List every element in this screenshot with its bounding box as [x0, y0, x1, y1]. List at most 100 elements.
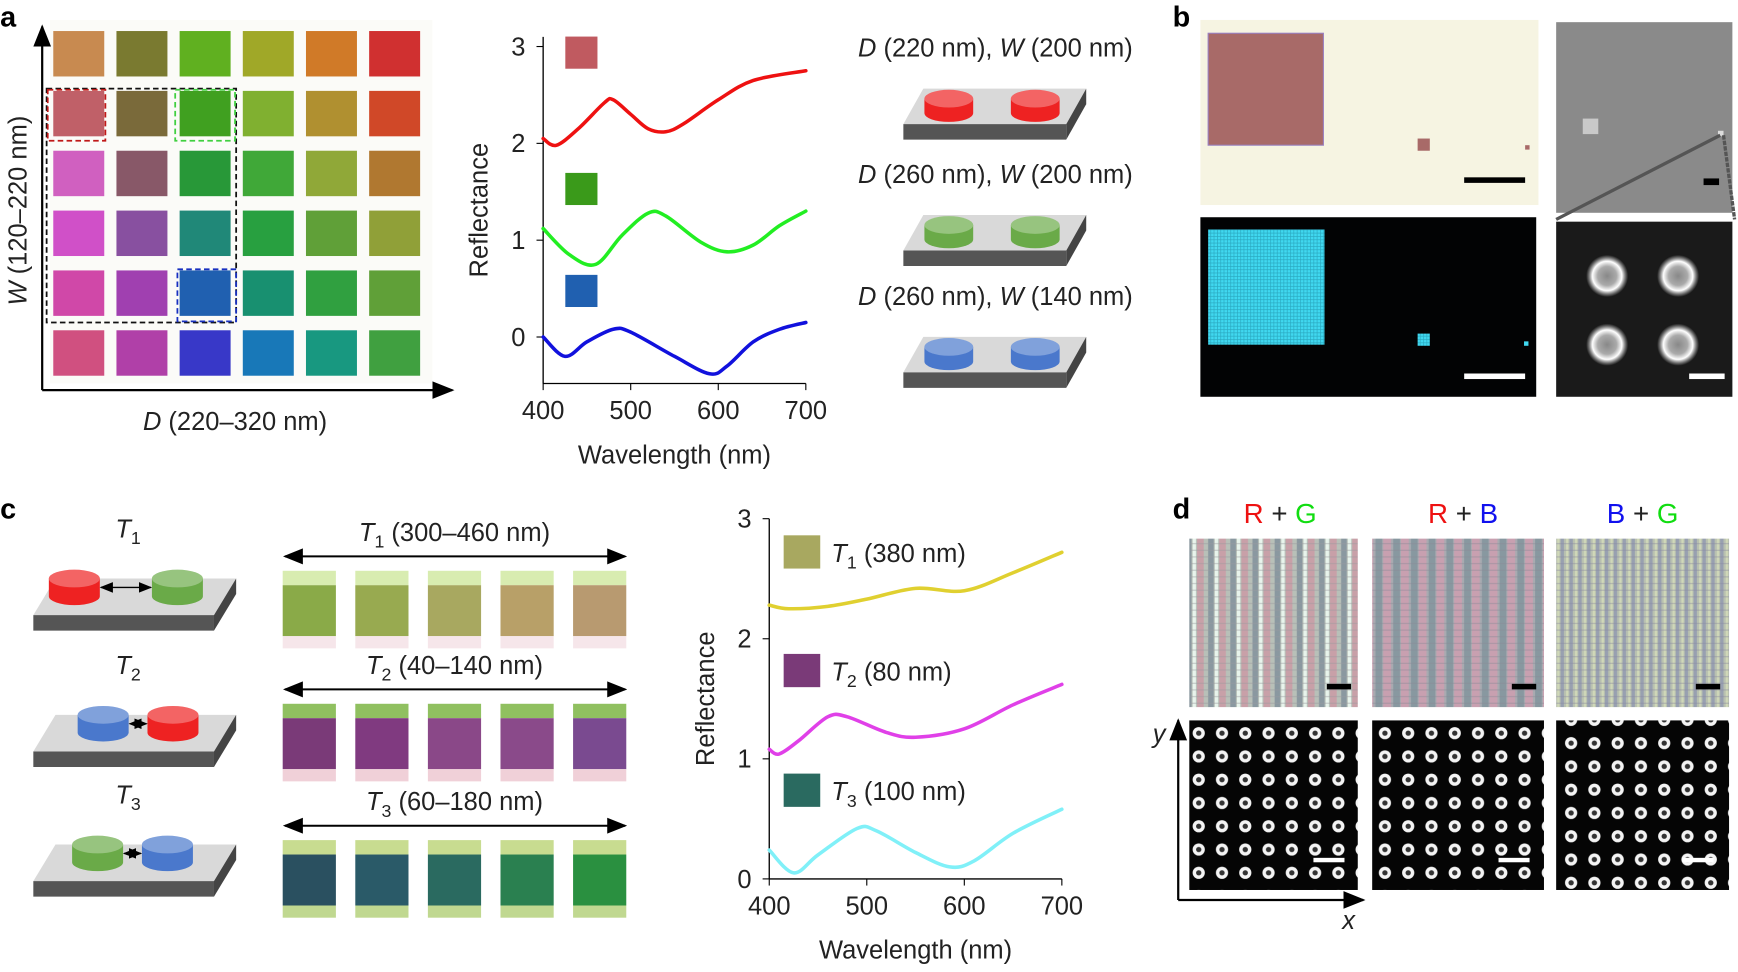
range-label: T1 (300–460 nm): [359, 519, 550, 552]
substrate-front: [33, 615, 214, 631]
structure-label-part: (260 nm),: [876, 161, 999, 189]
spacing-label-part: 1: [131, 528, 141, 548]
legend-label-part: 3: [847, 791, 857, 811]
spacing-label-part: 3: [131, 794, 141, 814]
swatch-top-band: [282, 703, 336, 719]
thickness-swatch: [427, 718, 482, 770]
sem-zoom-image: [1556, 221, 1733, 397]
series-line-3: [767, 807, 1064, 875]
swatch-bottom-band: [282, 769, 336, 782]
y-tick-label: 1: [737, 746, 751, 774]
pillar-top: [1010, 338, 1060, 356]
structure-label-part: (140 nm): [1024, 283, 1133, 311]
thickness-swatch: [573, 854, 627, 906]
thickness-swatches-c: T1 (300–460 nm)T2 (40–140 nm)T3 (60–180 …: [282, 519, 628, 918]
combination-title-part: +: [1448, 498, 1480, 529]
color-swatch: [305, 210, 357, 257]
pillar-top: [48, 569, 100, 588]
structure-label-part: W: [1000, 161, 1027, 189]
x-axis-title: Wavelength (nm): [578, 441, 771, 469]
selection-box-green: [174, 88, 236, 142]
scale-bar: [1689, 373, 1725, 380]
legend-label-part: T: [831, 778, 849, 806]
color-swatch: [242, 330, 294, 376]
color-swatch: [305, 150, 357, 197]
thickness-swatch: [500, 854, 554, 906]
legend-label-part: T: [831, 540, 849, 568]
panel-label-a: a: [0, 2, 17, 34]
range-label-part: T: [366, 788, 384, 816]
swatch-bottom-band: [573, 769, 627, 782]
swatch-bottom-band: [355, 769, 409, 782]
structure-label-part: W: [1000, 283, 1027, 311]
combination-title: B + G: [1607, 498, 1679, 529]
pillar-top: [924, 89, 974, 108]
swatch-bottom-band: [282, 905, 336, 918]
thickness-swatch: [355, 585, 409, 637]
color-swatch: [116, 330, 168, 376]
color-swatch: [179, 270, 231, 316]
legend-label-part: 1: [847, 553, 857, 573]
y-axis-title: Reflectance: [692, 632, 720, 767]
legend-swatch: [783, 773, 821, 807]
structure-label-part: (200 nm): [1024, 35, 1133, 63]
color-swatch: [116, 31, 168, 77]
swatch-top-band: [500, 703, 554, 719]
structure-label-part: D: [858, 35, 876, 63]
swatch-top-band: [355, 840, 409, 855]
color-swatch: [53, 31, 105, 77]
combination-title: R + G: [1244, 498, 1317, 529]
selection-box-black: [45, 87, 238, 324]
y-tick-label: 2: [511, 130, 525, 158]
swatch-bottom-band: [355, 905, 409, 918]
substrate-front: [33, 881, 214, 897]
thickness-swatch: [355, 718, 409, 770]
swatch-bottom-band: [573, 905, 627, 918]
color-swatch: [242, 90, 294, 137]
substrate-front: [903, 250, 1067, 266]
swatch-bottom-band: [500, 905, 554, 918]
range-label: T2 (40–140 nm): [366, 652, 543, 685]
color-swatch: [179, 31, 231, 77]
combination-title-part: R: [1428, 498, 1448, 529]
structure-label-part: D: [858, 161, 876, 189]
color-swatch: [53, 90, 105, 137]
swatch-top-band: [500, 840, 554, 855]
swatch-bottom-band: [500, 636, 554, 649]
structure-label: D (220 nm), W (200 nm): [858, 35, 1133, 63]
combination-title-part: B: [1480, 498, 1498, 529]
spacing-label: T3: [115, 782, 141, 815]
legend-label-part: (100 nm): [857, 778, 966, 806]
selection-box-blue: [176, 268, 238, 323]
series-line-2: [767, 682, 1064, 757]
color-swatch: [179, 330, 231, 376]
thickness-swatch: [573, 718, 627, 770]
series-line-1: [541, 68, 808, 148]
x-tick-label: 400: [522, 397, 565, 425]
pillar-top: [1010, 89, 1060, 108]
legend-label-part: 2: [847, 671, 857, 691]
combination-title-part: +: [1264, 498, 1296, 529]
legend-label: T3 (100 nm): [831, 778, 966, 811]
series-line-1: [767, 550, 1064, 611]
swatch-bottom-band: [355, 636, 409, 649]
combination-title-part: G: [1657, 498, 1679, 529]
sem-image-rb: [1372, 720, 1544, 890]
series-line-3: [541, 320, 808, 376]
legend-label-part: (80 nm): [857, 659, 952, 687]
grid-x-axis-label: D (220–320 nm): [143, 408, 327, 436]
range-label-part: T: [366, 652, 384, 680]
legend-swatch: [565, 274, 598, 308]
color-swatch: [116, 150, 168, 197]
swatch-top-band: [573, 840, 627, 855]
range-label-part: (40–140 nm): [391, 652, 543, 680]
legend-label: T1 (380 nm): [831, 540, 966, 573]
color-swatch: [369, 90, 421, 137]
panel-label-c: c: [0, 494, 16, 526]
substrate-front: [33, 751, 214, 767]
color-swatch: [305, 330, 357, 376]
thickness-swatch: [282, 585, 336, 637]
structure-label-part: D: [858, 283, 876, 311]
color-swatch-grid: [49, 19, 433, 384]
swatch-top-band: [355, 703, 409, 719]
